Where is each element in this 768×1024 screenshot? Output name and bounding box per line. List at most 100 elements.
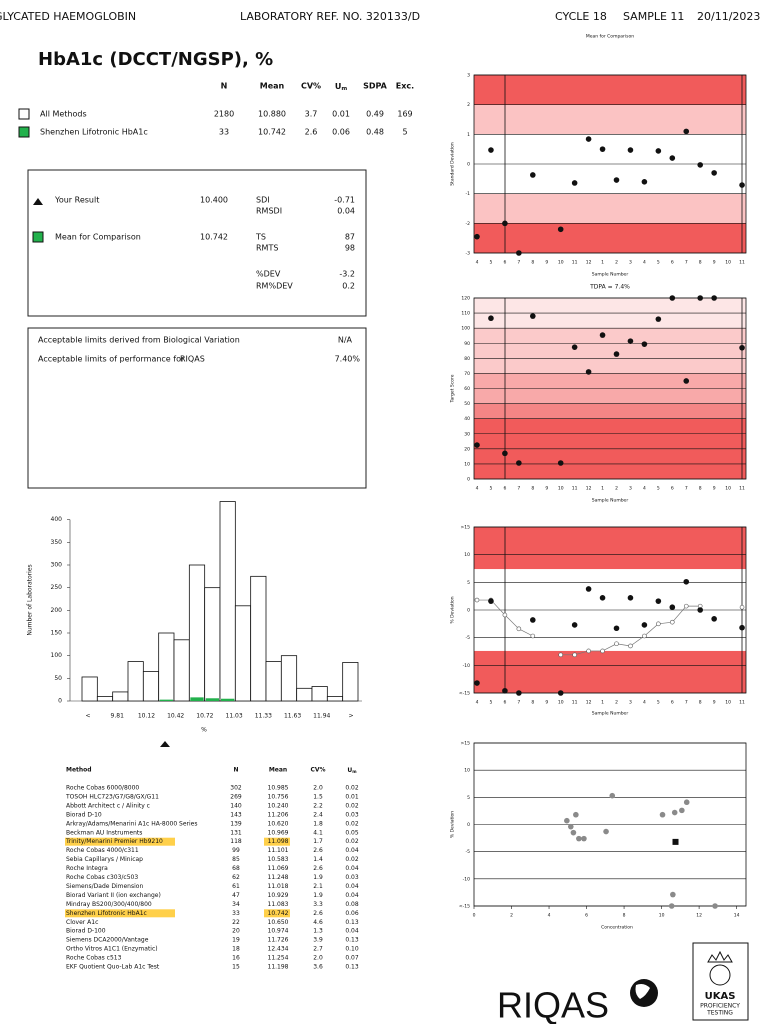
x-tick-label: 8 <box>531 486 534 492</box>
method-cell: 16 <box>232 955 240 962</box>
x-tick-label: 1 <box>601 486 604 492</box>
x-tick-label: 2 <box>510 913 513 919</box>
chart-title: TDPA = 7.4% <box>589 284 630 291</box>
x-tick-label: 10 <box>558 486 564 492</box>
method-cell: 3.6 <box>313 964 323 971</box>
data-point <box>502 687 508 694</box>
data-point <box>641 341 648 347</box>
cycle: CYCLE 18 <box>555 10 607 23</box>
summary-col-head-sub: m <box>341 86 347 92</box>
method-cell: 11.098 <box>268 838 289 845</box>
x-tick-label: 1 <box>601 700 604 706</box>
method-cell: TOSOH HLC723/G7/G8/GX/G11 <box>65 793 159 800</box>
x-tick-label: 9 <box>545 700 548 706</box>
method-cell: Siemens DCA2000/Vantage <box>66 937 149 944</box>
limit-band <box>474 75 746 105</box>
method-cell: 61 <box>232 883 240 890</box>
y-axis-label: Target Score <box>450 374 456 403</box>
y-tick-label: >15 <box>461 741 471 747</box>
y-tick-label: 250 <box>51 584 63 591</box>
y-tick-label: -5 <box>466 635 471 641</box>
highlight <box>264 837 290 846</box>
result-label: Your Result <box>54 196 99 205</box>
method-col-head: Mean <box>269 767 287 774</box>
data-point <box>697 162 703 168</box>
method-cell: 0.04 <box>345 865 359 872</box>
summary-cell: 2.6 <box>305 128 318 137</box>
ukas-line2: TESTING <box>706 1010 733 1017</box>
summary-cell: 0.49 <box>366 110 384 119</box>
summary-col-head-main: U <box>335 82 342 91</box>
x-tick-label: 11 <box>739 486 745 492</box>
method-cell: 11.083 <box>268 901 289 908</box>
x-axis-label: Sample Number <box>592 272 629 278</box>
x-tick-label: 9 <box>713 260 716 266</box>
method-cell: 10.974 <box>268 928 289 935</box>
x-tick-label: 6 <box>503 700 506 706</box>
method-cell: 2.4 <box>313 811 323 818</box>
x-tick-label: 5 <box>490 260 493 266</box>
x-tick-label: 10 <box>659 913 665 919</box>
stat-label: RMTS <box>256 244 278 253</box>
method-cell: 0.10 <box>345 946 359 953</box>
method-cell: 4.6 <box>313 919 323 926</box>
y-tick-label: 100 <box>461 326 470 332</box>
ukas-emblem <box>709 964 731 986</box>
data-point <box>599 332 606 338</box>
x-tick-label: 2 <box>615 700 618 706</box>
histogram-bar <box>326 696 344 702</box>
analyte: GLYCATED HAEMOGLOBIN <box>0 10 136 23</box>
x-tick-label: 8 <box>699 700 702 706</box>
x-tick-label: 7 <box>685 486 688 492</box>
method-cell: 1.9 <box>313 892 323 899</box>
y-tick-label: 2 <box>467 102 470 108</box>
method-cell: 0.06 <box>345 910 359 917</box>
method-cell: 269 <box>230 793 242 800</box>
x-tick-label: 7 <box>517 700 520 706</box>
x-tick-label: 11 <box>572 486 578 492</box>
data-point <box>576 835 582 842</box>
x-tick-label: 1 <box>601 260 604 266</box>
x-tick-label: 6 <box>671 486 674 492</box>
stat-value: -0.71 <box>334 196 355 205</box>
y-tick-label: 3 <box>467 73 470 79</box>
lab-ref: LABORATORY REF. NO. 320133/D <box>240 10 420 23</box>
method-bar <box>190 697 204 701</box>
data-point <box>599 595 606 601</box>
running-mean-point <box>530 633 536 639</box>
method-cell: Clover A1c <box>66 919 98 926</box>
stat-value: 0.04 <box>337 207 355 216</box>
running-mean-point <box>739 604 745 610</box>
y-axis-label: Standard Deviation <box>450 142 456 186</box>
data-point <box>679 807 685 814</box>
method-cell: Biorad Variant II (ion exchange) <box>66 892 161 899</box>
x-tick-label: 10 <box>725 260 731 266</box>
method-cell: 11.206 <box>268 811 289 818</box>
x-tick-label: 11.63 <box>284 713 301 720</box>
data-point <box>627 595 634 601</box>
method-cell: 85 <box>232 856 240 863</box>
histogram-bar <box>158 632 175 702</box>
data-point <box>670 891 676 898</box>
data-point <box>488 147 494 153</box>
x-tick-label: 7 <box>685 260 688 266</box>
histogram-bar <box>250 575 267 702</box>
data-point <box>739 624 745 631</box>
method-cell: 20 <box>232 928 240 935</box>
x-tick-label: 5 <box>657 700 660 706</box>
x-tick-label: 6 <box>585 913 588 919</box>
y-tick-label: 100 <box>51 652 63 659</box>
x-tick-label: 5 <box>657 486 660 492</box>
y-tick-label: 110 <box>461 311 470 317</box>
summary-col-head: CV% <box>301 82 321 91</box>
data-point <box>570 829 577 836</box>
y-tick-label: 0 <box>467 822 470 828</box>
x-tick-label: 2 <box>615 486 618 492</box>
y-tick-label: 80 <box>464 356 470 362</box>
summary-cell: 10.880 <box>258 110 286 119</box>
method-cell: 0.04 <box>345 928 359 935</box>
data-point <box>530 617 536 623</box>
method-cell: 2.1 <box>313 883 323 890</box>
histogram-bar <box>112 691 129 702</box>
x-tick-label: 4 <box>476 700 479 706</box>
